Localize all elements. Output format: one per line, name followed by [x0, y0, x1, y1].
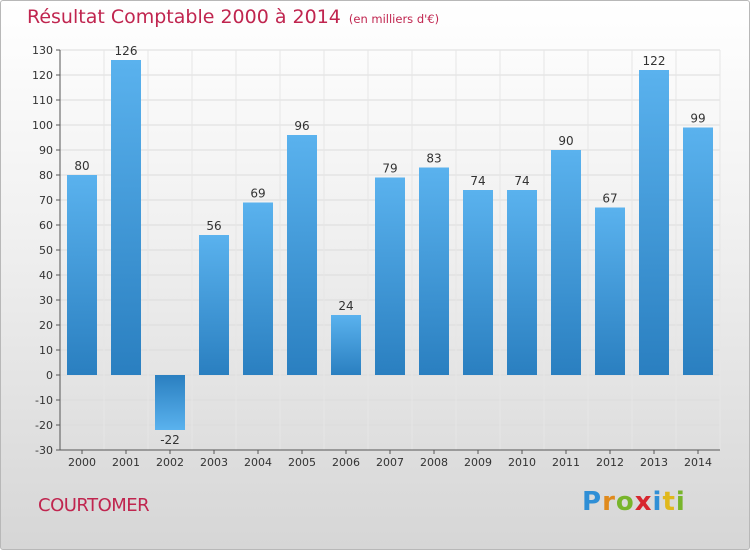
- y-tick-label: 110: [32, 94, 53, 107]
- x-tick-label: 2011: [552, 456, 580, 469]
- bar-2001: [111, 60, 141, 375]
- y-tick-label: -30: [35, 444, 53, 457]
- y-tick-label: 50: [39, 244, 53, 257]
- y-tick-label: 0: [46, 369, 53, 382]
- y-tick-label: -10: [35, 394, 53, 407]
- bar-value-label: 24: [338, 299, 353, 313]
- x-axis: 2000 2001 2002 2003 2004 2005 2006 2007 2008 2009…: [60, 449, 720, 469]
- x-tick-label: 2000: [68, 456, 96, 469]
- x-tick-label: 2001: [112, 456, 140, 469]
- bar-2006: [331, 315, 361, 375]
- y-tick-label: 70: [39, 194, 53, 207]
- x-tick-label: 2006: [332, 456, 360, 469]
- bar-value-label: 74: [470, 174, 485, 188]
- x-tick-label: 2008: [420, 456, 448, 469]
- bar-value-label: 69: [250, 187, 265, 201]
- bar-2007: [375, 177, 405, 375]
- bar-2014: [683, 127, 713, 375]
- y-axis: -30 -20 -10 0 10 20 30 40 50 60 70 80 90 100 110 120 130: [32, 44, 61, 457]
- chart-subtitle: (en milliers d'€): [348, 12, 440, 26]
- x-tick-label: 2004: [244, 456, 272, 469]
- y-tick-label: 100: [32, 119, 53, 132]
- bar-2004: [243, 202, 273, 375]
- bar-2011: [551, 150, 581, 375]
- bar-value-label: -22: [160, 433, 180, 447]
- bar-2005: [287, 135, 317, 375]
- title-block: Résultat Comptable 2000 à 2014 (en millie…: [27, 6, 439, 28]
- bar-value-label: 56: [206, 219, 221, 233]
- y-tick-label: 30: [39, 294, 53, 307]
- x-tick-label: 2014: [684, 456, 712, 469]
- x-tick-label: 2005: [288, 456, 316, 469]
- y-tick-label: 130: [32, 44, 53, 57]
- bar-value-label: 122: [643, 54, 666, 68]
- y-tick-label: 20: [39, 319, 53, 332]
- x-tick-label: 2012: [596, 456, 624, 469]
- bar-2002: [155, 375, 185, 430]
- bar-2012: [595, 207, 625, 375]
- place-name: COURTOMER: [38, 495, 150, 516]
- bar-value-label: 79: [382, 162, 397, 176]
- bar-value-label: 90: [558, 134, 573, 148]
- y-tick-label: 80: [39, 169, 53, 182]
- x-tick-label: 2002: [156, 456, 184, 469]
- y-tick-label: 40: [39, 269, 53, 282]
- bar-2013: [639, 70, 669, 375]
- bar-value-label: 126: [115, 44, 138, 58]
- y-tick-label: 90: [39, 144, 53, 157]
- bar-value-label: 83: [426, 152, 441, 166]
- x-tick-label: 2007: [376, 456, 404, 469]
- bar-2009: [463, 190, 493, 375]
- bar-2003: [199, 235, 229, 375]
- bars: 80 126 -22 56 69 96 24 79 83 74 74 90 67 122 99: [67, 44, 713, 447]
- bar-value-label: 74: [514, 174, 529, 188]
- x-tick-label: 2010: [508, 456, 536, 469]
- bar-value-label: 96: [294, 119, 309, 133]
- proxiti-logo[interactable]: Proxiti: [582, 487, 686, 517]
- x-tick-label: 2009: [464, 456, 492, 469]
- bar-2010: [507, 190, 537, 375]
- y-tick-label: 10: [39, 344, 53, 357]
- x-tick-label: 2003: [200, 456, 228, 469]
- y-tick-label: 60: [39, 219, 53, 232]
- chart-title: Résultat Comptable 2000 à 2014: [27, 6, 341, 28]
- bar-2008: [419, 167, 449, 375]
- y-tick-label: -20: [35, 419, 53, 432]
- bar-2000: [67, 175, 97, 375]
- bar-value-label: 80: [74, 159, 89, 173]
- bar-value-label: 67: [602, 192, 617, 206]
- bar-value-label: 99: [690, 112, 705, 126]
- y-tick-label: 120: [32, 69, 53, 82]
- x-tick-label: 2013: [640, 456, 668, 469]
